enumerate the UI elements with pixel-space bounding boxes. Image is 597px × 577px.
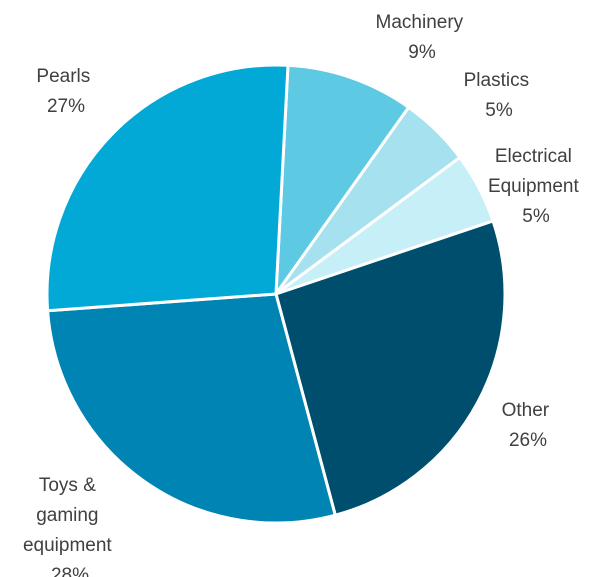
label-pearls-name: Pearls [36,66,90,87]
label-pearls: Pearls 27% [36,66,95,117]
label-toys-name-line3: equipment [23,535,112,556]
slice-pearls [45,63,290,313]
label-machinery-value: 9% [408,42,436,63]
label-electrical: Electrical Equipment 5% [488,146,584,227]
slice-toys-gaming-equipment [46,292,337,525]
label-machinery: Machinery 9% [376,12,469,63]
label-toys-value: 28% [51,565,89,577]
label-toys-name-line2: gaming [36,505,98,526]
label-toys-name-line1: Toys & [39,475,96,496]
label-toys: Toys & gaming equipment 28% [23,475,117,577]
pie-slices [45,63,507,525]
label-pearls-value: 27% [47,96,85,117]
label-other-value: 26% [509,430,547,451]
label-plastics-name: Plastics [464,70,529,91]
label-plastics-value: 5% [485,100,513,121]
label-machinery-name: Machinery [376,12,464,33]
label-electrical-value: 5% [522,206,550,227]
label-electrical-name-line1: Electrical [495,146,572,167]
pie-labels: Machinery 9% Plastics 5% Electrical Equi… [23,12,584,577]
label-other-name: Other [502,400,550,421]
slice-other [274,219,507,517]
label-other: Other 26% [502,400,555,451]
slice-machinery [274,63,411,296]
label-plastics: Plastics 5% [464,70,535,121]
label-electrical-name-line2: Equipment [488,176,580,197]
